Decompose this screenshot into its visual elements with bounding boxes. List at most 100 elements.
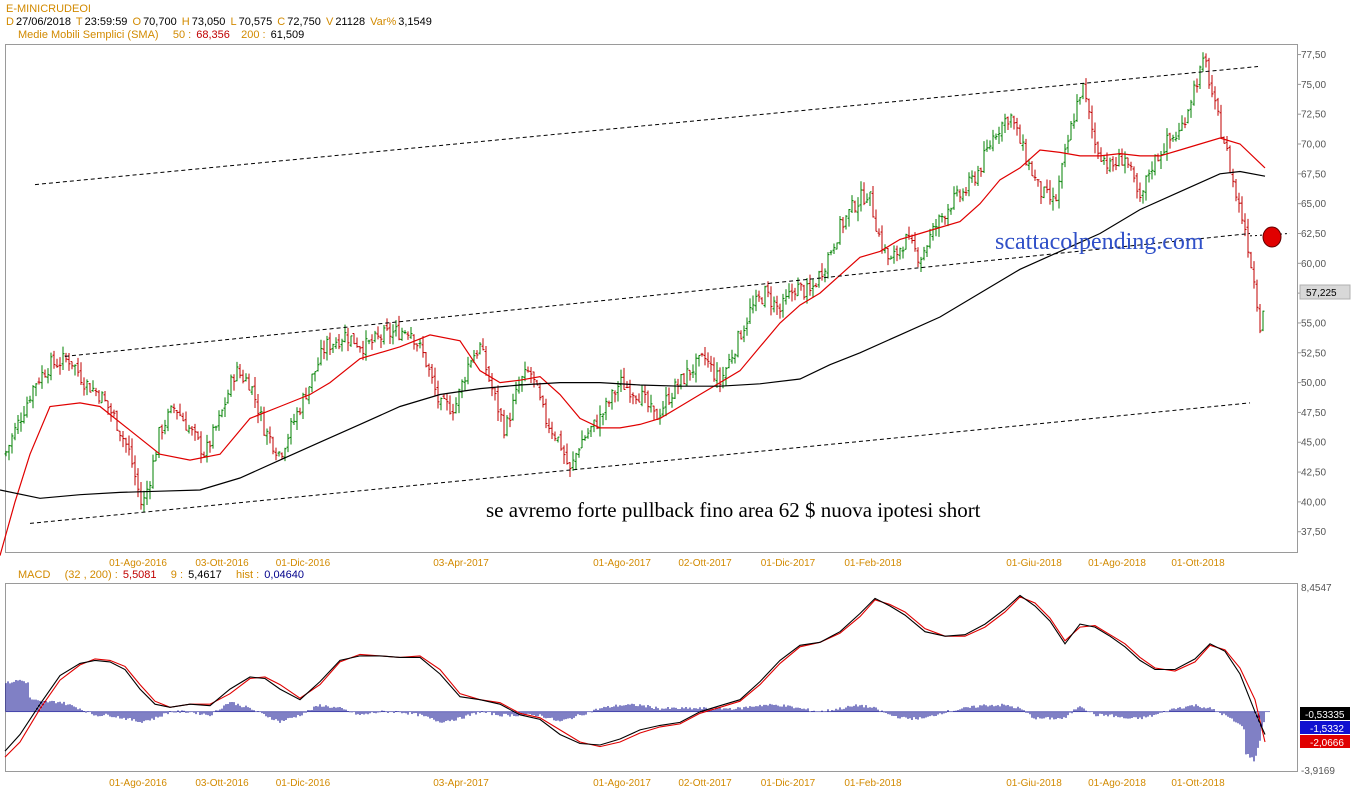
ohlc-bar [703, 347, 707, 366]
ohlc-bar [340, 338, 344, 352]
ohlc-bar [1252, 261, 1256, 289]
ohlc-bar [1201, 52, 1205, 72]
ohlc-bar [820, 263, 824, 281]
price-x-tick-label: 03-Apr-2017 [433, 558, 489, 569]
ohlc-bar [265, 428, 269, 445]
ohlc-bar [250, 386, 254, 395]
ohlc-bar [244, 373, 248, 382]
ohlc-bar [997, 126, 1001, 144]
ohlc-bar [727, 353, 731, 369]
ohlc-bar [664, 386, 668, 417]
ohlc-bar [799, 282, 803, 291]
ohlc-bar [409, 327, 413, 339]
symbol-title: E-MINICRUDEOI [6, 3, 93, 15]
ohlc-bar [79, 362, 83, 386]
ohlc-bar [949, 207, 953, 215]
ohlc-bar [694, 353, 698, 383]
ohlc-bar [346, 327, 350, 352]
ohlc-bar [487, 366, 491, 382]
price-y-tick-label: 72,50 [1301, 110, 1326, 121]
ohlc-bar [1036, 179, 1040, 187]
ohlc-bar [1018, 124, 1022, 144]
macd-x-tick-label: 01-Ago-2017 [593, 778, 651, 789]
ohlc-bar [1042, 186, 1046, 199]
ohlc-bar [1255, 279, 1259, 312]
ohlc-bar [235, 361, 239, 382]
ohlc-bar [532, 371, 536, 388]
ohlc-bar [673, 378, 677, 400]
ohlc-bar [85, 379, 89, 396]
ohlc-bar [526, 366, 530, 373]
ohlc-bar [88, 382, 92, 393]
time-label: T [75, 16, 83, 28]
ohlc-bar [427, 363, 431, 377]
ohlc-bar [787, 283, 791, 299]
ohlc-bar [370, 334, 374, 350]
ohlc-bar [679, 373, 683, 390]
ohlc-bar [499, 407, 503, 422]
ohlc-bar [430, 364, 434, 384]
ohlc-bar [1189, 99, 1193, 118]
ohlc-bar [691, 364, 695, 378]
ohlc-bar [220, 409, 224, 418]
ohlc-bar [190, 425, 194, 436]
macd-plot-layer [4, 594, 1270, 762]
ohlc-bar [97, 389, 101, 404]
price-x-tick-label: 01-Ago-2016 [109, 558, 167, 569]
ohlc-bar [460, 379, 464, 399]
ohlc-bar [154, 451, 158, 462]
ohlc-bar [871, 185, 875, 218]
ohlc-bar [898, 247, 902, 260]
ohlc-bar [961, 188, 965, 202]
price-x-tick-label: 01-Dic-2016 [276, 558, 331, 569]
ohlc-bar [901, 246, 905, 259]
ohlc-bar [1129, 161, 1133, 171]
ohlc-bar [7, 444, 11, 461]
macd-x-tick-label: 01-Feb-2018 [844, 778, 902, 789]
ohlc-bar [1246, 218, 1250, 258]
ohlc-bar [1063, 143, 1067, 168]
ohlc-bar [1072, 113, 1076, 129]
ohlc-bar [226, 389, 230, 404]
ohlc-bar [766, 281, 770, 298]
hist-tag-box [1300, 721, 1350, 734]
ohlc-bar [865, 193, 869, 204]
ohlc-bar [850, 195, 854, 214]
ohlc-bar [469, 359, 473, 368]
price-y-tick-label: 45,00 [1301, 438, 1326, 449]
high-value: 73,050 [191, 16, 226, 28]
ohlc-bar [1045, 179, 1049, 194]
ohlc-bar [1048, 180, 1052, 205]
ohlc-bar [268, 426, 272, 444]
ohlc-bar [559, 430, 563, 451]
ohlc-bar [562, 445, 566, 465]
close-value: 72,750 [287, 16, 321, 28]
price-y-tick-label: 67,50 [1301, 169, 1326, 180]
price-x-tick-label: 01-Ott-2018 [1171, 558, 1225, 569]
ohlc-bar [1093, 122, 1097, 154]
ohlc-bar [214, 425, 218, 431]
price-x-tick-label: 01-Ago-2017 [593, 558, 651, 569]
ohlc-bar [457, 388, 461, 414]
ohlc-bar [1027, 158, 1031, 171]
ohlc-bar [403, 330, 407, 335]
ohlc-bar [49, 352, 53, 381]
ohlc-bar [568, 462, 572, 477]
ohlc-bar [706, 352, 710, 368]
ohlc-bar [271, 436, 275, 455]
ohlc-bar [94, 387, 98, 397]
ohlc-bar [502, 409, 506, 439]
ohlc-bar [697, 354, 701, 367]
ohlc-bar [988, 140, 992, 150]
ohlc-bar [361, 340, 365, 361]
ohlc-bar [337, 334, 341, 350]
series-line-dashed [34, 66, 1259, 186]
ohlc-bar [31, 385, 35, 409]
ohlc-bar [373, 330, 377, 343]
ohlc-bar [238, 364, 242, 379]
ohlc-bar [1168, 132, 1172, 149]
ohlc-bar [862, 182, 866, 206]
hist-tag-text: -1,5332 [1310, 724, 1344, 735]
ohlc-bar [616, 381, 620, 402]
ohlc-bar [1231, 168, 1235, 188]
